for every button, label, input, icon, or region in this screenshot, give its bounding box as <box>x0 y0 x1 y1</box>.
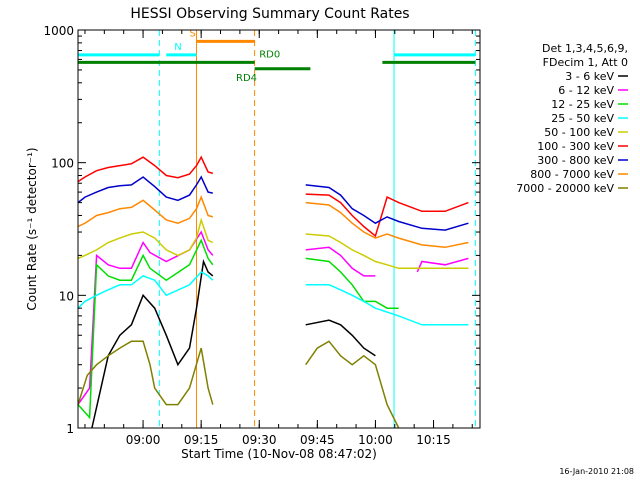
x-tick-label-5: 10:15 <box>416 433 451 447</box>
state-label-s: S <box>190 28 196 39</box>
x-axis-label: Start Time (10-Nov-08 08:47:02) <box>181 447 377 461</box>
series-line-7 <box>77 195 469 249</box>
legend-label-4: 50 - 100 keV <box>544 126 614 139</box>
x-tick-label-0: 09:00 <box>126 433 161 447</box>
legend-label-0: 3 - 6 keV <box>565 70 614 83</box>
legend-label-5: 100 - 300 keV <box>537 140 614 153</box>
legend-header-1: FDecim 1, Att 0 <box>543 56 628 69</box>
legend-label-6: 300 - 800 keV <box>537 154 614 167</box>
render-timestamp: 16-Jan-2010 21:08 <box>559 467 634 476</box>
legend-label-7: 800 - 7000 keV <box>530 168 614 181</box>
legend-label-3: 25 - 50 keV <box>551 112 614 125</box>
series-line-6 <box>77 175 469 231</box>
series-line-3 <box>77 271 469 326</box>
legend-label-8: 7000 - 20000 keV <box>516 182 614 195</box>
state-label-rd0: RD0 <box>259 49 280 60</box>
plot-frame <box>77 29 481 429</box>
x-tick-label-1: 09:15 <box>184 433 219 447</box>
y-tick-label-2: 100 <box>51 157 74 171</box>
y-tick-label-0: 1 <box>66 422 74 436</box>
series-line-4 <box>77 217 469 270</box>
chart-title: HESSI Observing Summary Count Rates <box>130 6 409 22</box>
series-line-0 <box>91 258 376 429</box>
y-tick-label-3: 1000 <box>43 24 74 38</box>
x-tick-label-2: 09:30 <box>242 433 277 447</box>
legend-label-2: 12 - 25 keV <box>551 98 614 111</box>
x-tick-label-4: 10:00 <box>358 433 393 447</box>
x-tick-label-3: 09:45 <box>300 433 335 447</box>
y-axis-label: Count Rate (s⁻¹ detector⁻¹) <box>25 147 39 310</box>
series-line-5 <box>77 155 469 238</box>
legend-header-0: Det 1,3,4,5,6,9, <box>542 42 628 55</box>
legend-label-1: 6 - 12 keV <box>558 84 614 97</box>
state-label-rd4: RD4 <box>236 73 257 84</box>
state-label-n: N <box>174 42 181 53</box>
y-tick-label-1: 10 <box>59 289 74 303</box>
series-line-8 <box>77 340 400 429</box>
series-line-1 <box>77 230 469 406</box>
series-line-2 <box>77 238 399 420</box>
